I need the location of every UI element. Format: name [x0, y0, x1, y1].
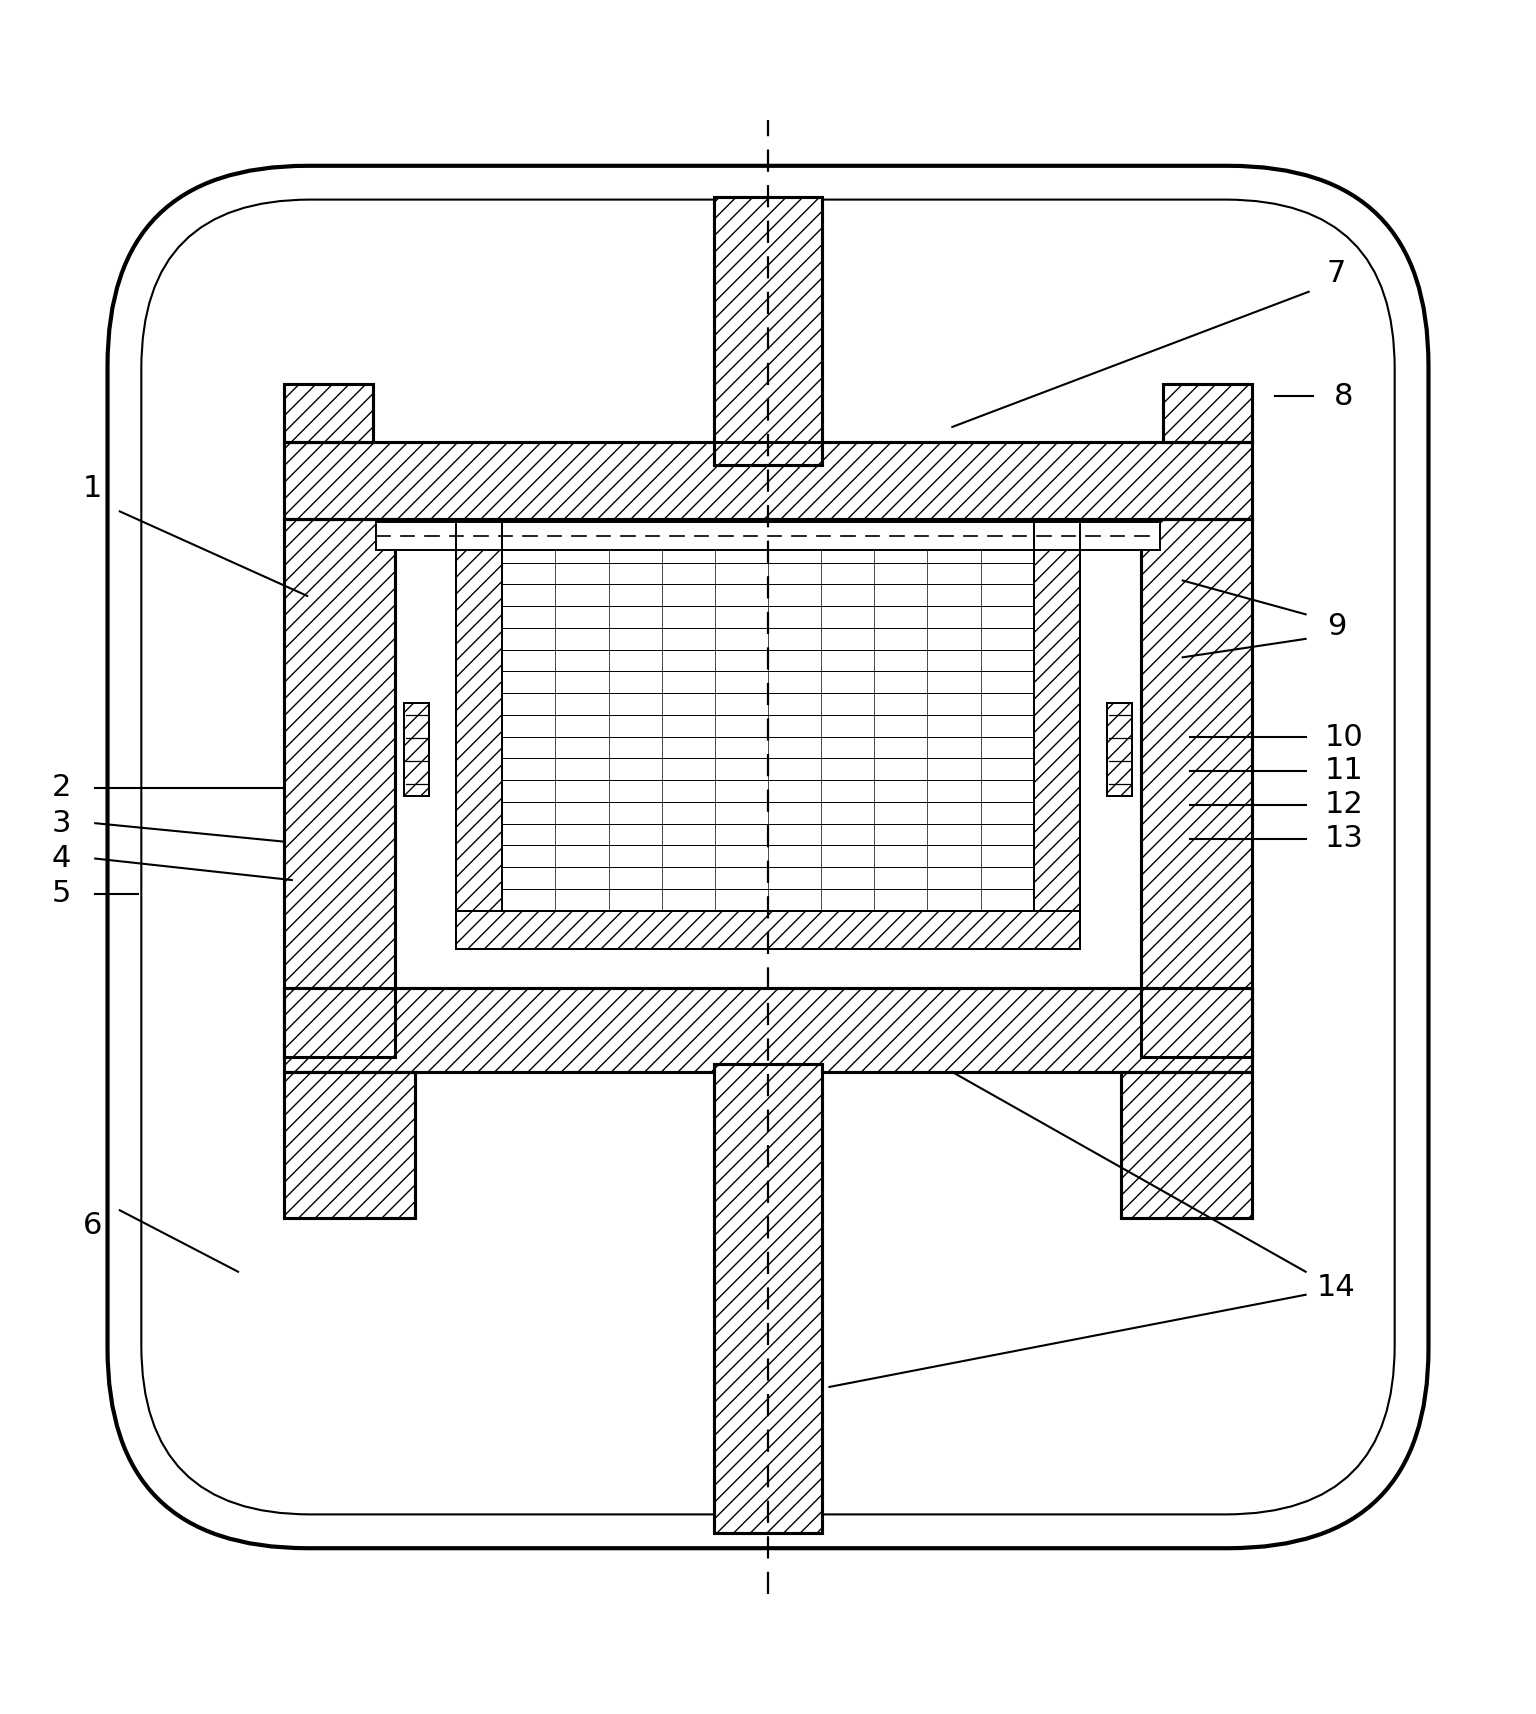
Bar [284, 384, 373, 442]
Text: 13: 13 [1324, 824, 1364, 854]
Bar [284, 384, 373, 442]
Bar [1121, 1071, 1252, 1219]
Text: 12: 12 [1324, 790, 1364, 819]
Bar [714, 1064, 822, 1532]
Bar [456, 910, 1080, 950]
Bar [1107, 703, 1132, 795]
Bar [376, 523, 1160, 550]
Bar [1034, 519, 1080, 910]
Bar [714, 197, 822, 464]
Bar [714, 197, 822, 464]
Bar [1107, 703, 1132, 795]
Text: 5: 5 [52, 879, 71, 908]
Text: 2: 2 [52, 773, 71, 802]
Bar [502, 519, 1034, 910]
Text: 4: 4 [52, 843, 71, 872]
Bar [1141, 519, 1252, 1056]
Text: 7: 7 [1327, 259, 1346, 288]
Bar [284, 1071, 415, 1219]
Bar [284, 442, 1252, 519]
Bar [284, 519, 395, 1056]
Bar [1163, 384, 1252, 442]
Bar [404, 703, 429, 795]
Bar [1163, 384, 1252, 442]
Bar [284, 442, 1252, 519]
Bar [456, 519, 502, 910]
Text: 11: 11 [1324, 756, 1364, 785]
Text: 8: 8 [1335, 382, 1353, 411]
Bar [284, 519, 395, 1056]
Text: 6: 6 [83, 1212, 101, 1241]
Bar [404, 703, 429, 795]
Text: 3: 3 [52, 809, 71, 838]
Text: 9: 9 [1327, 612, 1346, 641]
Bar [284, 987, 1252, 1071]
Bar [456, 910, 1080, 950]
Bar [1034, 519, 1080, 910]
Text: 10: 10 [1324, 723, 1364, 752]
Text: 1: 1 [83, 473, 101, 502]
Bar [714, 1064, 822, 1532]
Bar [1141, 519, 1252, 1056]
Bar [1121, 1071, 1252, 1219]
Bar [456, 519, 502, 910]
Bar [284, 1071, 415, 1219]
FancyBboxPatch shape [108, 166, 1428, 1548]
Bar [502, 519, 1034, 910]
Bar [284, 987, 1252, 1071]
Text: 14: 14 [1316, 1272, 1356, 1301]
